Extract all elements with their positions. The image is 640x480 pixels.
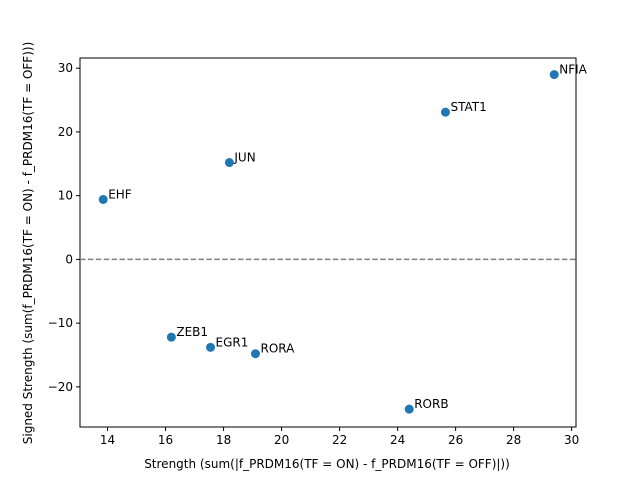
data-point [549,70,559,80]
x-tick-label: 24 [390,433,405,447]
data-point [440,107,450,117]
plot-frame [79,57,577,428]
data-point [224,158,234,168]
x-tick-label: 20 [274,433,289,447]
points-layer: NFIA STAT1 JUN EHF ZEB1 EGR1 RORA RORB [98,63,588,414]
data-point [206,342,216,352]
y-tick-label: 20 [58,125,73,139]
x-axis-ticks: 14 16 18 20 22 24 26 28 30 [100,427,579,447]
data-point-label: STAT1 [450,100,486,114]
data-point-label: NFIA [559,63,587,77]
data-point-label: ZEB1 [176,325,208,339]
x-tick-label: 18 [216,433,231,447]
data-point-label: RORB [414,397,448,411]
y-tick-label: 30 [58,61,73,75]
y-axis-label: Signed Strength (sum(f_PRDM16(TF = ON) -… [21,42,35,445]
data-point-label: EGR1 [216,335,249,349]
x-tick-label: 16 [158,433,173,447]
x-tick-label: 14 [100,433,115,447]
x-tick-label: 22 [332,433,347,447]
data-point-label: RORA [260,342,295,356]
y-tick-label: −20 [48,380,73,394]
data-point [404,404,414,414]
y-axis-ticks: −20 −10 0 10 20 30 [48,61,80,394]
y-tick-label: 10 [58,189,73,203]
x-tick-label: 26 [448,433,463,447]
x-axis-label: Strength (sum(|f_PRDM16(TF = ON) - f_PRD… [144,457,510,471]
plot-area [79,57,577,428]
data-point-label: JUN [233,151,255,165]
data-point [166,332,176,342]
data-point-label: EHF [108,187,132,201]
y-tick-label: 0 [65,252,73,266]
data-point [250,349,260,359]
data-point [98,194,108,204]
x-tick-label: 28 [506,433,521,447]
y-tick-label: −10 [48,316,73,330]
x-tick-label: 30 [564,433,579,447]
